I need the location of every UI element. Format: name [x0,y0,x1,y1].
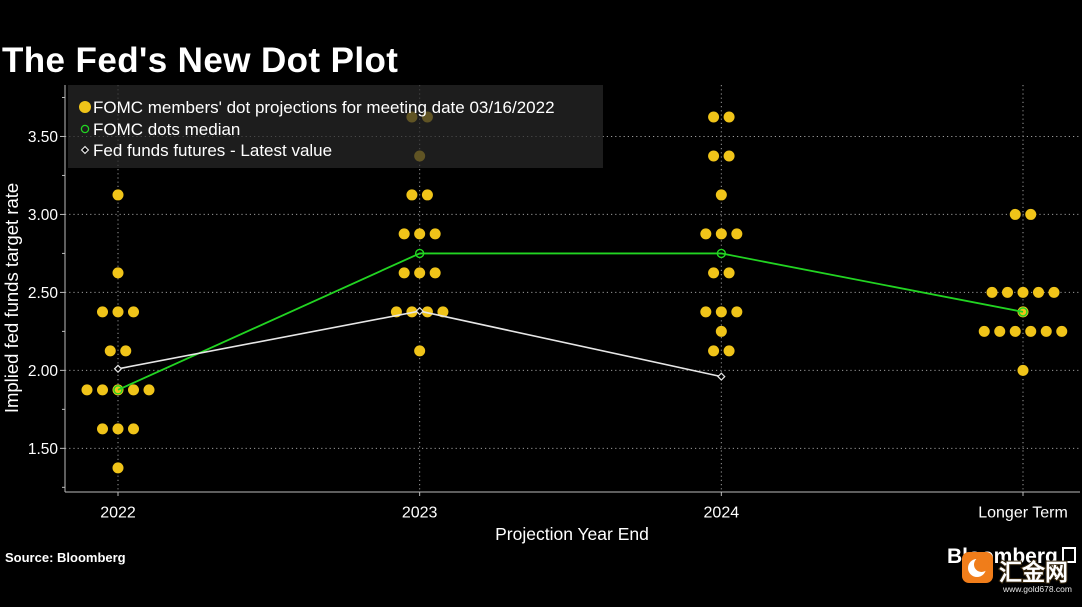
dot-projection [143,384,155,396]
watermark: 汇金网 www.gold678.com [962,552,1072,594]
dot-projection [112,423,124,435]
dot-projection [1002,286,1013,298]
y-tick-label: 2.00 [28,363,59,380]
watermark-url: www.gold678.com [1002,584,1072,594]
dot-projection [708,150,720,162]
dot-projection [731,228,743,240]
legend-item-futures: Fed funds futures - Latest value [80,141,332,160]
y-tick-label: 2.50 [28,285,59,302]
dot-projection [700,306,712,318]
dot-projection [112,189,124,201]
dot-projection [414,228,426,240]
dot-projection [437,306,449,318]
dot-projection [398,228,410,240]
dot-projection [1017,286,1029,298]
watermark-crescent-cut [974,557,989,572]
dot-projection [708,111,720,123]
dot-projection [1009,325,1021,337]
legend-dot-marker-icon [79,101,91,113]
legend-item-median: FOMC dots median [80,120,240,139]
legend-label-futures: Fed funds futures - Latest value [93,141,332,160]
dot-projection [723,111,735,123]
y-tick-label: 3.50 [28,129,59,146]
futures-marker [113,364,123,374]
dot-projection [112,462,124,474]
dot-projection [112,267,124,279]
legend-item-dot-projections: FOMC members' dot projections for meetin… [79,98,555,117]
dot-projection [104,345,116,357]
dot-projection [731,306,743,318]
dot-projection [708,267,720,279]
dot-projection [700,228,712,240]
dot-projection [97,306,108,318]
logo-mark-icon [1062,547,1076,563]
dot-projections [81,111,1068,474]
dot-projection [128,423,139,435]
dot-projection [414,267,426,279]
x-axis-title: Projection Year End [495,524,649,544]
median-marker [414,248,425,259]
axes: 1.50 2.00 2.50 3.00 3.50 2022 2023 2024 Longer T… [28,85,1080,522]
x-tick-label: Longer Term [978,505,1068,522]
source-note: Source: Bloomberg [5,550,126,565]
dot-projection [1025,208,1037,220]
dot-projection [421,189,433,201]
dot-projection [97,423,108,435]
dot-projection [429,228,441,240]
dot-projection [1040,325,1052,337]
dot-projection [1033,286,1044,298]
x-tick-label: 2022 [100,505,136,522]
median-line [117,252,1024,391]
legend-label-median: FOMC dots median [93,120,240,139]
watermark-name: 汇金网 [999,559,1068,585]
dot-projection [406,189,418,201]
dot-projection [1048,286,1060,298]
dot-projection [1025,325,1037,337]
dot-projection [120,345,132,357]
legend: FOMC members' dot projections for meetin… [68,85,603,168]
futures-marker [415,306,424,316]
y-axis-title: Implied fed funds target rate [1,183,22,413]
x-tick-label: 2023 [402,505,438,522]
dot-projection [1017,364,1029,376]
dot-projection [708,345,720,357]
dot-projection [81,384,93,396]
legend-label-dot-projections: FOMC members' dot projections for meetin… [93,98,555,117]
dot-projection [723,345,735,357]
dot-projection [421,306,433,318]
dot-projection [715,228,727,240]
median-marker [1018,307,1028,317]
legend-futures-diamond-icon [80,145,90,155]
dot-projection [978,325,990,337]
y-tick-label: 1.50 [28,441,59,458]
dot-projection [715,306,727,318]
dot-projection [715,189,727,201]
median-marker [113,385,123,395]
x-tick-label: 2024 [704,505,740,522]
dot-projection [414,345,426,357]
dot-projection [128,306,139,318]
dot-projection [1056,325,1068,337]
legend-background [68,85,603,168]
dot-projection [715,325,727,337]
y-tick-label: 3.00 [28,207,59,224]
dot-projection [429,267,441,279]
dot-projection [128,384,139,396]
futures-marker [717,372,726,381]
median-marker [716,248,727,259]
dot-projection [398,267,410,279]
dot-projection [97,384,108,396]
dot-projection [723,150,735,162]
series-lines [113,248,1028,395]
chart-title: The Fed's New Dot Plot [2,41,398,80]
dot-projection [994,325,1006,337]
dot-projection [986,286,998,298]
dot-projection [112,306,124,318]
dot-projection [723,267,735,279]
legend-median-marker-icon [80,124,90,134]
dot-projection [1009,208,1021,220]
